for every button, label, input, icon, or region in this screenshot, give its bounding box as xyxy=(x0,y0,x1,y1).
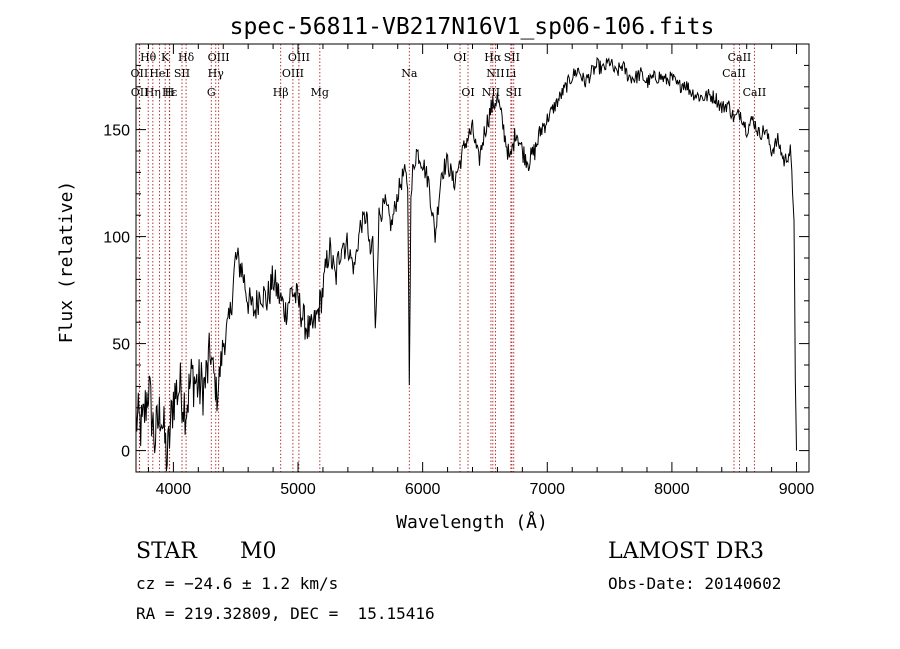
y-tick-label: 150 xyxy=(103,123,130,140)
y-tick-label: 100 xyxy=(103,230,130,247)
line-label-5: H xyxy=(165,86,175,99)
y-tick-label: 0 xyxy=(121,444,130,461)
line-label-11: Hγ xyxy=(208,67,225,80)
line-label-9: Hδ xyxy=(178,51,195,64)
obs-date: Obs-Date: 20140602 xyxy=(608,574,782,593)
line-label-7: Hη xyxy=(145,86,161,99)
y-tick-label: 50 xyxy=(112,337,130,354)
emission-line-labels: Hθ OII OII Hε K H HeI Hη SII Hδ OIII Hγ G Hβ OIII OIII M… xyxy=(131,51,767,99)
emission-line-markers xyxy=(138,44,755,472)
line-label-13: Hβ xyxy=(273,86,289,99)
object-subclass: M0 xyxy=(240,539,277,564)
x-tick-label: 4000 xyxy=(156,481,192,498)
line-label-24: NII xyxy=(482,86,500,99)
line-label-4: K xyxy=(161,51,170,64)
line-label-18: OI xyxy=(453,51,466,64)
line-label-8: SII xyxy=(174,67,190,80)
x-axis: 4000 5000 6000 7000 8000 9000 xyxy=(147,44,815,498)
line-label-1: OII xyxy=(131,67,149,80)
line-label-6: HeI xyxy=(149,67,169,80)
x-tick-label: 9000 xyxy=(779,481,815,498)
x-tick-label: 7000 xyxy=(529,481,565,498)
line-label-22: NII xyxy=(486,67,504,80)
line-label-3: Hε xyxy=(162,86,178,99)
line-label-23: Li xyxy=(505,67,516,80)
x-tick-label: 8000 xyxy=(654,481,690,498)
line-label-26: CaII xyxy=(728,51,752,64)
line-label-15: OIII xyxy=(282,67,304,80)
line-label-27: CaII xyxy=(722,67,746,80)
line-label-10: OIII xyxy=(208,51,230,64)
x-tick-label: 5000 xyxy=(280,481,316,498)
object-class: STAR xyxy=(136,539,197,564)
spectrum-line xyxy=(135,56,797,472)
line-label-14: OIII xyxy=(288,51,310,64)
line-label-28: CaII xyxy=(743,86,767,99)
line-label-19: OI xyxy=(461,86,474,99)
line-label-16: Mg xyxy=(311,86,329,99)
line-label-17: Na xyxy=(401,67,418,80)
line-label-0: Hθ xyxy=(140,51,157,64)
coordinates: RA = 219.32809, DEC = 15.15416 xyxy=(136,604,435,623)
line-label-20: Hα xyxy=(484,51,502,64)
y-axis: 0 50 100 150 xyxy=(103,43,809,473)
x-tick-label: 6000 xyxy=(405,481,441,498)
y-axis-label: Flux (relative) xyxy=(56,181,77,344)
x-axis-label: Wavelength (Å) xyxy=(396,511,548,533)
line-label-21: SII xyxy=(504,51,520,64)
survey-name: LAMOST DR3 xyxy=(608,539,764,564)
line-label-12: G xyxy=(207,86,216,99)
redshift-text: cz = −24.6 ± 1.2 km/s xyxy=(136,574,339,593)
line-label-25: SII xyxy=(506,86,522,99)
chart-title: spec-56811-VB217N16V1_sp06-106.fits xyxy=(230,14,715,40)
line-label-2: OII xyxy=(131,86,149,99)
spectrum-series xyxy=(135,56,797,472)
